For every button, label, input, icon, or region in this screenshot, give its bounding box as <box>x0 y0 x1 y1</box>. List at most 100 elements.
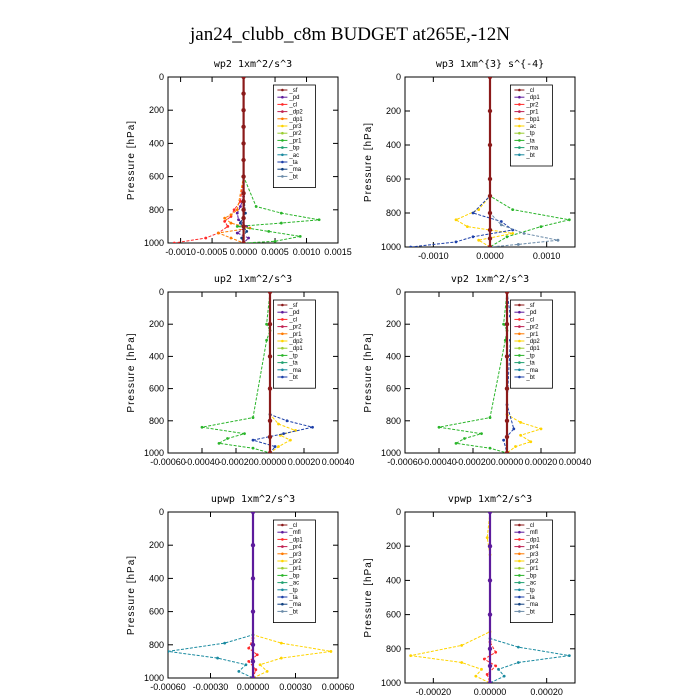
legend-label: _mfl <box>525 530 537 536</box>
y-tick-label: 1000 <box>144 673 164 683</box>
legend-label: _cl <box>288 317 297 323</box>
legend-label: _sf <box>288 88 297 94</box>
legend-label: _pr1 <box>288 566 302 572</box>
data-point <box>460 643 464 647</box>
data-point <box>172 241 176 243</box>
legend-label: _bt <box>525 609 535 615</box>
data-point <box>487 244 493 247</box>
x-tick-label: 0.00000 <box>237 682 270 692</box>
legend-label: _pr1 <box>288 138 302 144</box>
data-point <box>204 236 208 240</box>
legend-label: _bt <box>525 375 535 381</box>
data-point <box>241 77 246 80</box>
legend-marker <box>281 325 284 328</box>
data-point <box>267 292 273 295</box>
legend-box <box>272 299 316 389</box>
y-tick-label: 1000 <box>144 238 164 248</box>
data-point <box>487 108 493 114</box>
data-point <box>480 667 483 671</box>
data-point <box>505 235 509 239</box>
data-point <box>409 654 413 658</box>
legend-label: _pr3 <box>288 124 302 130</box>
y-axis-label: Pressure [hPa] <box>126 332 137 412</box>
data-point <box>239 205 242 208</box>
legend-marker <box>281 595 284 599</box>
legend-label: _bp <box>288 573 300 579</box>
data-point <box>504 418 510 423</box>
legend-marker <box>281 530 284 534</box>
data-point <box>247 236 250 240</box>
data-point <box>250 543 256 548</box>
legend-marker <box>281 361 284 364</box>
panel-title: wp2 1xm^2/s^3 <box>214 59 292 70</box>
x-tick-label: 0.00020 <box>525 457 558 467</box>
data-point <box>516 661 520 664</box>
data-point <box>487 512 493 515</box>
y-tick-label: 800 <box>149 205 164 215</box>
data-point <box>487 77 493 80</box>
data-point <box>223 220 227 223</box>
x-tick-label: -0.00060 <box>150 682 186 692</box>
legend-label: _pr2 <box>288 131 302 137</box>
figure-title: jan24_clubb_c8m BUDGET at265E,-12N <box>189 24 510 45</box>
y-tick-label: 1000 <box>144 448 164 458</box>
legend-marker <box>281 368 284 372</box>
data-point <box>250 642 256 647</box>
legend-box <box>272 519 316 623</box>
panel-title: vp2 1xm^2/s^3 <box>451 274 529 285</box>
data-point <box>241 240 246 243</box>
panel-title: vpwp 1xm^2/s^3 <box>448 494 532 505</box>
legend-label: _pr1 <box>288 332 302 338</box>
legend-marker <box>518 110 521 113</box>
data-point <box>223 641 227 645</box>
legend-label: _pr2 <box>525 325 539 331</box>
data-point <box>273 239 277 243</box>
legend-label: _dp1 <box>525 95 540 101</box>
data-point <box>277 445 280 448</box>
legend-marker <box>518 588 521 592</box>
data-point <box>567 218 571 222</box>
data-point <box>463 437 466 440</box>
data-point <box>482 657 486 661</box>
panel-1: wp3 1xm^{3} s^{-4} 0 200 400 600 800 1000 -0.00… <box>363 59 576 261</box>
legend-marker <box>281 375 284 379</box>
y-tick-label: 0 <box>159 507 164 517</box>
legend-label: _dp1 <box>288 346 303 352</box>
x-tick-label: -0.00060 <box>387 457 423 467</box>
data-point <box>273 445 277 448</box>
series-group <box>168 512 333 678</box>
x-tick-label: 0.00060 <box>322 682 355 692</box>
data-point <box>241 141 246 146</box>
x-tick-label: -0.00060 <box>150 457 186 467</box>
legend-label: _tp <box>288 353 298 359</box>
data-point <box>226 225 230 228</box>
data-point <box>267 322 273 327</box>
legend-label: _bp <box>288 146 300 152</box>
plot-frame <box>404 291 576 454</box>
data-point <box>504 450 510 453</box>
legend-marker <box>281 146 284 149</box>
legend-label: _pr4 <box>288 545 302 551</box>
panel-5: vpwp 1xm^2/s^3 0 200 400 600 800 1000 -0.00020 0… <box>363 494 576 697</box>
data-point <box>223 216 227 220</box>
data-point <box>251 446 255 450</box>
data-point <box>522 232 526 235</box>
series-line <box>252 512 331 678</box>
data-point <box>279 211 283 215</box>
legend-marker <box>518 153 521 157</box>
data-point <box>487 142 493 148</box>
data-point <box>497 667 500 671</box>
data-point <box>516 645 520 649</box>
legend-label: _bt <box>288 174 298 180</box>
legend-label: _ac <box>288 153 299 159</box>
legend-marker <box>281 566 284 570</box>
x-tick-label: 0.00000 <box>254 457 287 467</box>
x-tick-label: -0.00040 <box>421 457 457 467</box>
legend-label: _cl <box>288 102 297 108</box>
legend-marker <box>518 552 521 556</box>
data-point <box>282 432 285 436</box>
legend-label: _ac <box>525 581 536 587</box>
data-point <box>243 432 246 436</box>
panel-3: vp2 1xm^2/s^302004006008001000-0.00060-0… <box>363 274 591 467</box>
legend-label: _pr4 <box>525 545 539 551</box>
